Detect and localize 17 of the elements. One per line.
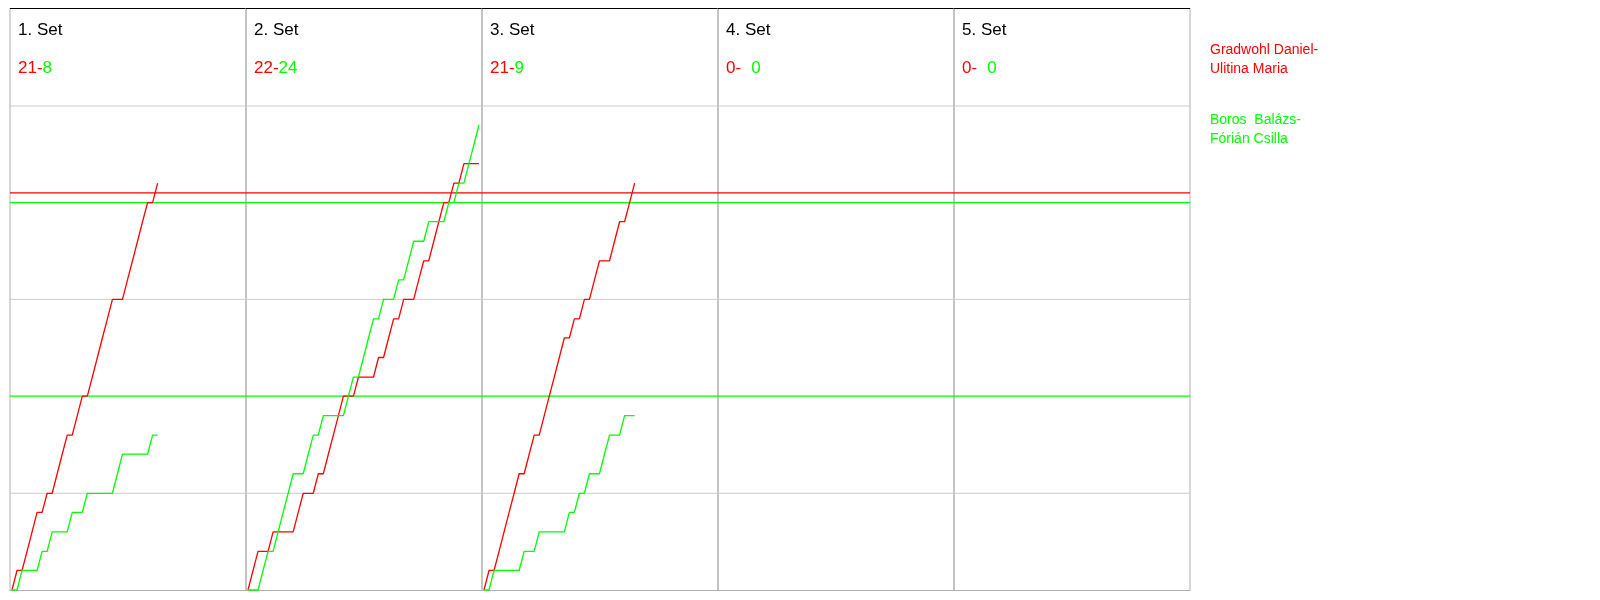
text: 2. Set — [254, 20, 299, 39]
text: 0 — [751, 58, 761, 77]
text: Boros Balázs-Fórián Csilla — [1210, 111, 1302, 146]
text: 0- — [962, 58, 978, 77]
text: 24 — [278, 58, 298, 77]
text: 4. Set — [726, 20, 771, 39]
text: 21- — [490, 58, 515, 77]
text: 9 — [514, 58, 525, 77]
text: 8 — [42, 58, 53, 77]
text: 5. Set — [962, 20, 1007, 39]
text: 1. Set — [18, 20, 63, 39]
text: 0- — [726, 58, 742, 77]
text: 21- — [18, 58, 43, 77]
text: Gradwohl Daniel-Ulitina Maria — [1210, 41, 1319, 76]
text: 0 — [987, 58, 997, 77]
text: 3. Set — [490, 20, 535, 39]
text: 22- — [254, 58, 279, 77]
